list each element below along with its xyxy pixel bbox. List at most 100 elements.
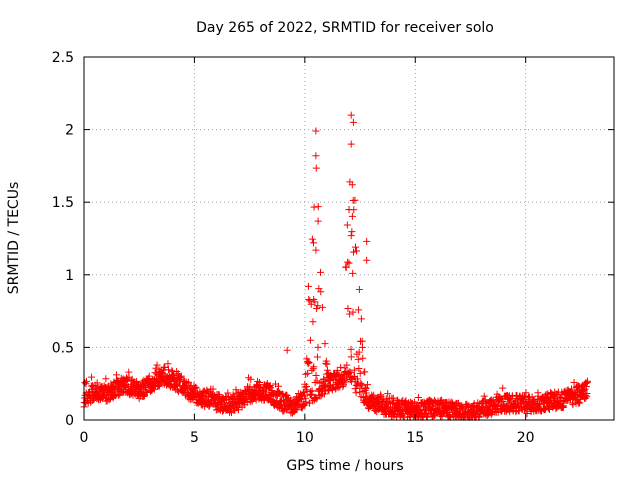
data-point — [154, 383, 162, 391]
data-point — [318, 303, 326, 311]
data-points — [80, 111, 591, 421]
data-point — [310, 239, 317, 247]
data-point — [347, 345, 355, 353]
data-point — [345, 259, 353, 267]
data-point — [303, 358, 311, 366]
data-point — [310, 295, 318, 303]
y-tick-label: 0.5 — [52, 340, 74, 356]
data-point — [320, 390, 328, 398]
data-point — [357, 315, 365, 323]
data-point — [131, 378, 139, 386]
data-point — [323, 360, 331, 368]
data-point — [265, 382, 273, 390]
data-point — [234, 406, 242, 414]
data-point — [321, 340, 329, 348]
data-point — [316, 268, 324, 276]
data-point — [312, 164, 320, 172]
data-point — [153, 361, 161, 369]
data-point — [506, 408, 514, 416]
data-point — [308, 366, 316, 374]
data-point — [314, 302, 322, 310]
data-point — [177, 372, 185, 380]
data-point — [314, 217, 322, 225]
data-point — [363, 237, 371, 245]
data-point — [350, 248, 358, 256]
data-point — [447, 398, 455, 406]
data-point — [584, 377, 591, 385]
data-point — [582, 382, 590, 390]
data-point — [247, 375, 255, 383]
data-point — [470, 409, 478, 417]
data-point — [355, 306, 363, 314]
data-point — [310, 363, 318, 371]
data-point — [306, 297, 314, 305]
data-point — [475, 413, 483, 421]
data-point — [312, 393, 320, 401]
data-point — [343, 221, 351, 229]
data-point — [480, 392, 488, 400]
data-point — [81, 379, 89, 387]
data-point — [255, 379, 263, 387]
data-point — [345, 368, 353, 376]
data-point — [388, 399, 396, 407]
data-point — [304, 360, 312, 368]
data-point — [312, 127, 320, 135]
data-point — [307, 300, 315, 308]
data-point — [364, 381, 372, 389]
plot-frame — [83, 56, 615, 421]
data-point — [334, 371, 342, 379]
data-point — [152, 364, 160, 372]
data-point — [349, 118, 357, 126]
data-point — [306, 336, 314, 344]
data-point — [343, 361, 351, 369]
data-point — [359, 354, 367, 362]
data-point — [275, 382, 283, 390]
data-point — [352, 389, 360, 397]
data-point — [314, 343, 322, 351]
data-point — [351, 243, 359, 251]
data-point — [161, 363, 169, 371]
data-point — [353, 247, 361, 255]
data-point — [293, 406, 301, 414]
data-point — [322, 357, 330, 365]
data-point — [487, 411, 495, 419]
data-point — [317, 288, 325, 296]
data-point — [347, 140, 355, 148]
data-point — [345, 205, 353, 213]
data-point — [348, 212, 356, 220]
data-point — [112, 371, 120, 379]
y-tick-label: 1.5 — [52, 195, 74, 211]
data-point — [414, 393, 422, 401]
x-tick-label: 0 — [80, 430, 89, 446]
data-point — [145, 372, 153, 380]
x-tick-label: 20 — [517, 430, 535, 446]
data-point — [313, 395, 321, 403]
data-point — [283, 406, 291, 414]
data-point — [308, 235, 316, 243]
data-point — [349, 269, 357, 277]
data-point — [88, 373, 96, 381]
data-point — [342, 263, 350, 271]
data-point — [93, 379, 101, 387]
data-point — [347, 368, 355, 376]
data-point — [229, 391, 237, 399]
data-point — [370, 402, 378, 410]
data-point — [308, 390, 316, 398]
data-point — [323, 366, 331, 374]
data-point — [269, 390, 277, 398]
data-point — [180, 377, 188, 385]
data-point — [344, 258, 352, 266]
data-point — [411, 398, 419, 406]
x-tick-label: 15 — [406, 430, 424, 446]
data-point — [362, 385, 370, 393]
data-point — [522, 389, 530, 397]
data-point — [105, 396, 113, 404]
data-point — [384, 390, 392, 398]
data-point — [483, 411, 491, 419]
data-point — [150, 385, 158, 393]
data-point — [283, 346, 291, 354]
grid-lines — [84, 57, 614, 420]
data-point — [344, 305, 352, 313]
data-point — [308, 387, 316, 395]
data-point — [312, 152, 320, 160]
